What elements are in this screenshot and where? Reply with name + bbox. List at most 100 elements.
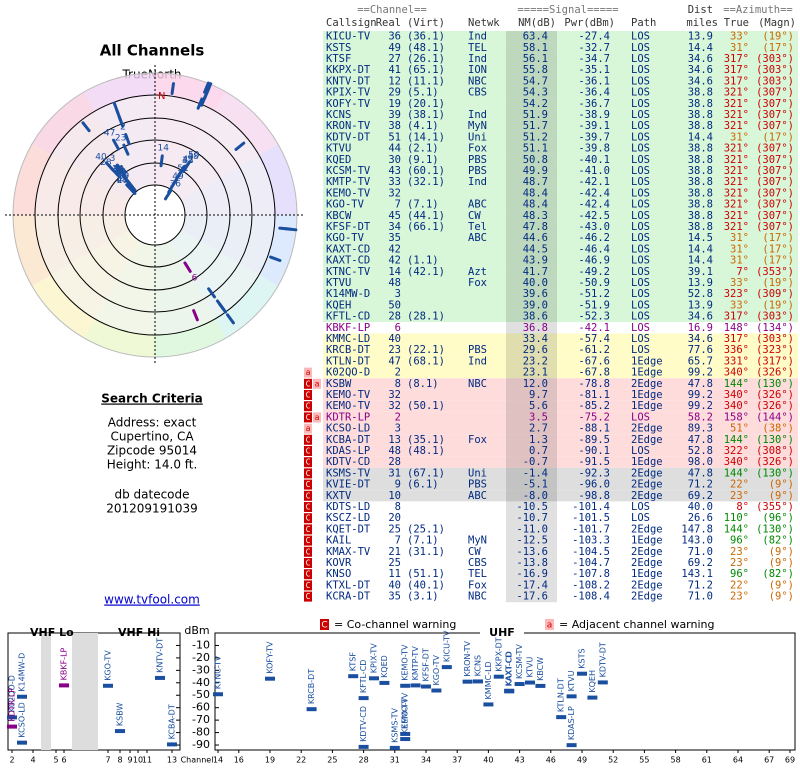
cell-real: 48 xyxy=(388,445,401,457)
row-bg xyxy=(323,501,798,513)
x-tick-label: 40 xyxy=(483,756,493,765)
cell-path: 1Edge xyxy=(631,568,663,580)
warning-box xyxy=(304,513,312,524)
cell-true: 158° xyxy=(724,411,749,423)
cell-callsign: KRON-TV xyxy=(326,120,371,132)
cell-real: 42 xyxy=(388,255,401,267)
cell-dist: 98.0 xyxy=(688,456,713,468)
row-bg xyxy=(323,367,798,379)
polar-signal xyxy=(112,138,120,151)
signal-marker xyxy=(17,740,27,745)
cell-path: LOS xyxy=(631,87,650,99)
cell-pwr: -61.2 xyxy=(578,344,610,356)
polar-label: 38 xyxy=(116,169,128,179)
header-cell: (Magn) xyxy=(758,17,796,29)
signal-marker xyxy=(431,688,442,693)
cell-real: 36 xyxy=(388,31,401,43)
warning-key: C xyxy=(306,447,311,456)
cell-path: 2Edge xyxy=(631,579,663,591)
cell-true: 144° xyxy=(724,467,749,479)
cell-path: LOS xyxy=(631,75,650,87)
cell-virt: (40.1) xyxy=(407,579,445,591)
row-bg xyxy=(323,591,798,603)
cell-callsign: K02QO-D xyxy=(326,367,370,379)
x-tick-label: 25 xyxy=(327,756,337,765)
cell-nm: -13.8 xyxy=(516,557,548,569)
signal-marker xyxy=(7,724,17,729)
cell-nm: 49.9 xyxy=(523,165,548,177)
x-tick-label: 58 xyxy=(671,756,681,765)
cell-callsign: KPIX-TV xyxy=(326,87,371,99)
warning-box xyxy=(304,378,312,389)
cell-dist: 52.8 xyxy=(688,288,713,300)
cell-dist: 14.4 xyxy=(688,131,713,143)
row-bg xyxy=(323,288,798,300)
row-bg xyxy=(323,187,798,199)
band-label: VHF Hi xyxy=(118,626,160,639)
cell-netwk: NBC xyxy=(468,75,487,87)
cell-callsign: KDTV-CD xyxy=(326,456,370,468)
cell-callsign: KEMO-TV xyxy=(326,187,371,199)
x-tick-label: 7 xyxy=(105,756,110,765)
legend-key: a xyxy=(547,621,553,631)
cell-dist: 26.6 xyxy=(688,512,713,524)
header-cell: Callsign xyxy=(326,17,377,29)
site-link[interactable]: www.tvfool.com xyxy=(104,593,200,607)
cell-true: 336° xyxy=(724,344,749,356)
cell-callsign: KDTV-DT xyxy=(326,131,371,143)
cell-magn: (17°) xyxy=(762,131,794,143)
cell-true: 340° xyxy=(724,400,749,412)
warning-box xyxy=(304,468,312,479)
signal-label: KOFY-TV xyxy=(266,641,275,674)
cell-nm: 9.7 xyxy=(529,389,548,401)
cell-nm: -5.1 xyxy=(523,479,548,491)
cell-true: 321° xyxy=(724,199,749,211)
x-tick-label: 6 xyxy=(61,756,66,765)
cell-pwr: -67.6 xyxy=(578,355,610,367)
signal-marker xyxy=(400,737,411,742)
y-tick-label: -70 xyxy=(192,713,210,726)
cell-magn: (19°) xyxy=(762,31,794,43)
signal-label: KSMS-TV xyxy=(390,708,399,743)
cell-path: LOS xyxy=(631,42,650,54)
cell-real: 47 xyxy=(388,355,401,367)
cell-dist: 99.2 xyxy=(688,400,713,412)
row-bg xyxy=(323,355,798,367)
cell-true: 321° xyxy=(724,120,749,132)
cell-true: 31° xyxy=(730,243,749,255)
cell-pwr: -104.5 xyxy=(572,546,610,558)
cell-real: 48 xyxy=(388,277,401,289)
signal-marker xyxy=(103,683,113,688)
header-group: ==Channel== xyxy=(357,4,427,16)
polar-label: 27 xyxy=(117,176,128,186)
cell-path: LOS xyxy=(631,109,650,121)
signal-marker xyxy=(306,707,317,712)
cell-pwr: -96.0 xyxy=(578,479,610,491)
cell-callsign: KCRA-DT xyxy=(326,591,371,603)
cell-virt: (48.1) xyxy=(407,42,445,54)
cell-true: 144° xyxy=(724,523,749,535)
warning-key: C xyxy=(306,547,311,556)
polar-signal xyxy=(177,165,186,177)
cell-pwr: -35.1 xyxy=(578,64,610,76)
cell-pwr: -50.9 xyxy=(578,277,610,289)
cell-magn: (307°) xyxy=(756,165,794,177)
x-tick-label: 16 xyxy=(234,756,244,765)
cell-pwr: -40.1 xyxy=(578,154,610,166)
cell-virt: (7.1) xyxy=(407,199,439,211)
warning-box xyxy=(304,434,312,445)
cell-nm: 5.6 xyxy=(529,400,548,412)
cell-virt: (14.1) xyxy=(407,131,445,143)
x-tick-label: 8 xyxy=(117,756,122,765)
y-tick-label: -90 xyxy=(192,738,210,751)
cell-pwr: -39.1 xyxy=(578,120,610,132)
row-bg xyxy=(323,490,798,502)
cell-nm: 3.5 xyxy=(529,411,548,423)
cell-callsign: KFSF-DT xyxy=(326,221,371,233)
band-label: VHF Lo xyxy=(30,626,74,639)
cell-pwr: -34.7 xyxy=(578,53,610,65)
cell-path: 2Edge xyxy=(631,523,663,535)
cell-nm: 54.7 xyxy=(523,75,548,87)
warning-key: C xyxy=(306,503,311,512)
cell-virt: (66.1) xyxy=(407,221,445,233)
